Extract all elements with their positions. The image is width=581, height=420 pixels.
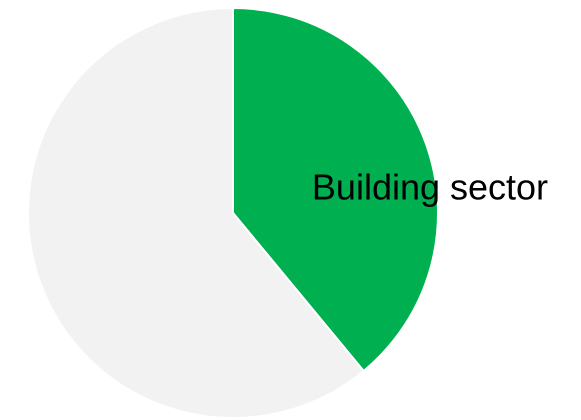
pie-slices: [27, 7, 439, 419]
pie-slice-0: [232, 7, 439, 372]
pie-slice-1: [27, 7, 365, 419]
slice-label-0: Building sector: [312, 167, 548, 208]
pie-labels: Building sector: [312, 167, 548, 208]
